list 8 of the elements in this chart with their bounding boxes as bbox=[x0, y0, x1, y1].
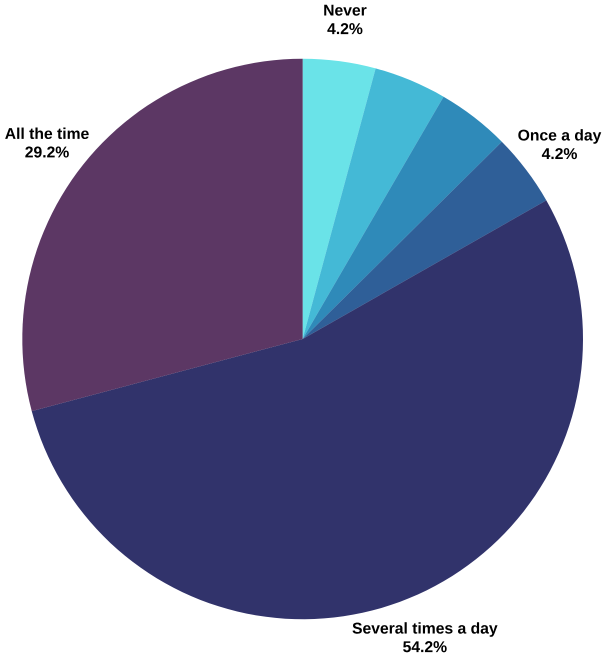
slice-label: Several times a day bbox=[352, 622, 498, 637]
data-label: 54.2% bbox=[403, 641, 447, 652]
data-label: 29.2% bbox=[25, 146, 69, 158]
slice-label: Once a day bbox=[518, 129, 602, 144]
data-label: 4.2% bbox=[542, 148, 577, 160]
data-label: 4.2% bbox=[327, 23, 362, 34]
slice-label: All the time bbox=[5, 128, 89, 140]
slice-label: Never bbox=[324, 4, 366, 16]
